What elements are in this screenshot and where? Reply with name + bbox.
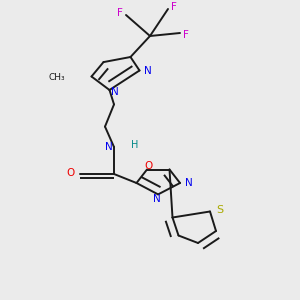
Text: H: H bbox=[130, 140, 138, 151]
Text: O: O bbox=[67, 167, 75, 178]
Text: N: N bbox=[153, 194, 160, 204]
Text: N: N bbox=[105, 142, 112, 152]
Text: F: F bbox=[171, 2, 177, 13]
Text: N: N bbox=[185, 178, 193, 188]
Text: S: S bbox=[217, 205, 224, 215]
Text: N: N bbox=[144, 65, 152, 76]
Text: N: N bbox=[111, 86, 119, 97]
Text: O: O bbox=[144, 161, 153, 171]
Text: CH₃: CH₃ bbox=[49, 73, 65, 82]
Text: F: F bbox=[117, 8, 123, 19]
Text: F: F bbox=[183, 29, 189, 40]
